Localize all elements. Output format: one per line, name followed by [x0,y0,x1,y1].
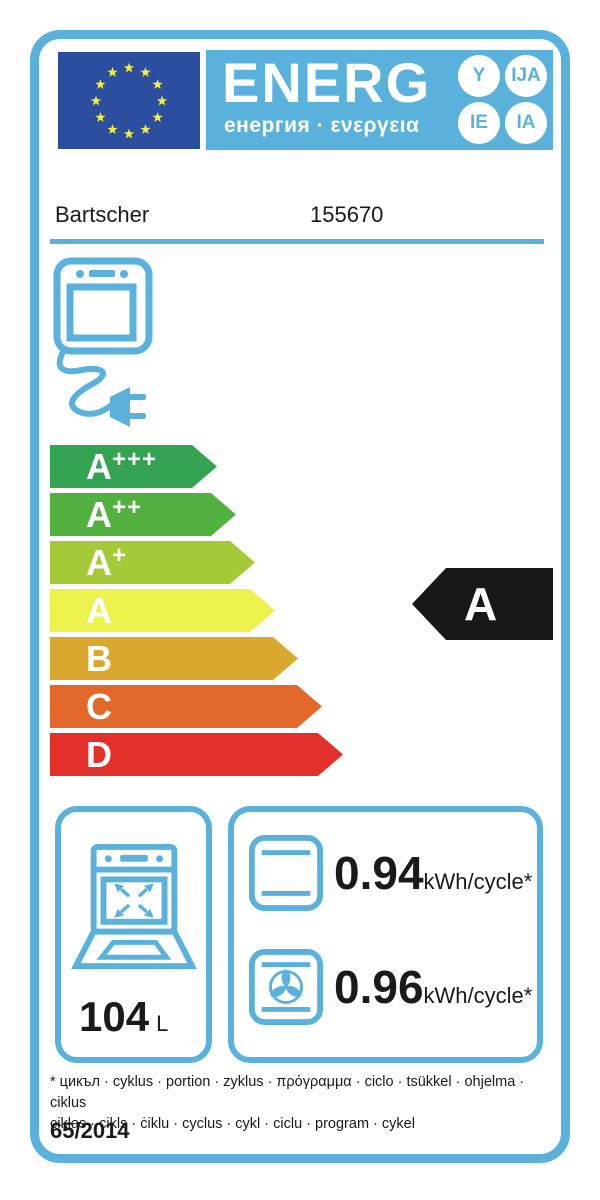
suffix-circle-y: Y [458,55,500,97]
rating-bar-a-plus2: A ++ [50,493,236,536]
oven-conventional-icon [248,835,324,911]
regulation-number: 65/2014 [50,1118,130,1143]
rating-bar-letter: B [86,638,112,679]
divider-rule [50,239,544,244]
rating-bar-c: C [50,685,322,728]
conventional-energy-unit: kWh/cycle* [423,869,533,894]
rating-bar-letter: A [86,590,112,631]
energy-consumption-box: 0.94kWh/cycle* 0.96kWh/cycle* [228,806,543,1063]
cavity-volume-box: 104 L [55,806,212,1063]
fan-energy-value: 0.96 [334,961,424,1013]
energ-logo-text: ENERG [222,51,432,114]
fan-energy-text: 0.96kWh/cycle* [334,960,532,1014]
conventional-energy-row: 0.94kWh/cycle* [248,834,532,912]
cavity-volume-unit: L [156,1011,169,1036]
cycle-footnote-line1: * цикъл · cyklus · portion · zyklus · πρ… [50,1074,525,1112]
cavity-volume-value: 104 [79,993,150,1040]
conventional-energy-text: 0.94kWh/cycle* [334,846,532,900]
rating-bar-letter: C [86,686,112,727]
oven-plug-icon [53,257,153,427]
rating-bar-plus: + [112,541,128,569]
suffix-circle-ia: IA [505,102,547,144]
rating-bar-letter: A [86,494,112,535]
cavity-volume: 104 L [79,993,168,1041]
energ-logo-subtext: енергия · ενεργεια [224,114,420,137]
cycle-footnote: * цикъл · cyklus · portion · zyklus · πρ… [50,1072,555,1135]
fan-energy-unit: kWh/cycle* [423,983,533,1008]
rating-scale: A +++ A ++ A + A B C D [50,445,343,781]
rating-bar-b: B [50,637,298,680]
rating-bar-plus: +++ [112,445,158,473]
model-number: 155670 [310,202,384,227]
rating-bar-letter: D [86,734,112,775]
conventional-energy-value: 0.94 [334,847,424,899]
rating-bar-d: D [50,733,343,776]
fan-energy-row: 0.96kWh/cycle* [248,948,532,1026]
rating-bar-letter: A [86,542,112,583]
energ-logo-box: ENERG енергия · ενεργεια Y IJA IE IA [206,50,553,150]
suffix-circle-ija: IJA [505,55,547,97]
oven-fan-icon [248,949,324,1025]
suffix-circle-ie: IE [458,102,500,144]
current-rating-letter: A [464,578,498,630]
rating-bar-plus: ++ [112,493,143,521]
rating-bar-a-plus1: A + [50,541,255,584]
rating-bar-a-plus3: A +++ [50,445,217,488]
eu-flag-icon [58,52,200,149]
brand-name: Bartscher [55,202,150,227]
energy-word-suffixes: Y IJA IE IA [458,55,547,144]
rating-bar-letter: A [86,446,112,487]
oven-volume-icon [71,843,197,970]
rating-bar-a: A [50,589,275,632]
cycle-footnote-line2: ciklas · cikls · ċiklu · cyclus · cykl ·… [50,1116,415,1133]
current-rating-indicator: A [412,568,553,640]
